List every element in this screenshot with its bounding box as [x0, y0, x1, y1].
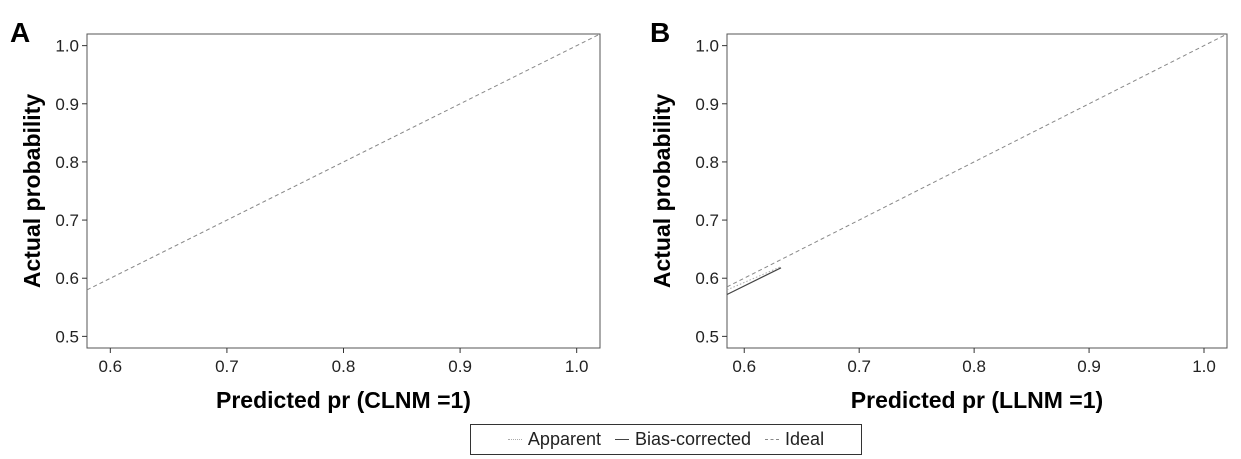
panel-a-xlabel: Predicted pr (CLNM =1)	[216, 387, 471, 413]
panel-b-xtick-label: 0.7	[847, 357, 871, 376]
panel-b-ytick-label: 0.9	[695, 95, 719, 114]
panel-b-frame	[726, 33, 1228, 349]
panel-b-label: B	[650, 17, 670, 48]
legend-item-apparent: Apparent	[507, 429, 601, 450]
panel-b-ytick-label: 0.5	[695, 327, 719, 346]
panel-a-xtick-label: 0.8	[332, 357, 356, 376]
panel-a-ytick-label: 0.9	[55, 95, 79, 114]
legend-label-bias-corrected: Bias-corrected	[634, 429, 752, 449]
panel-a-xtick-label: 0.6	[98, 357, 122, 376]
legend-swatch-apparent	[507, 439, 522, 440]
panel-a-xtick-label: 0.7	[215, 357, 239, 376]
panel-b-ytick-label: 0.7	[695, 211, 719, 230]
panel-b-xtick-label: 1.0	[1192, 357, 1216, 376]
calibration-figure: A 0.5 0.6 0.7 0.8 0.9 1.0 0.6 0.7 0.8 0.9 1.0 Actual…	[10, 17, 1228, 413]
panel-b-series-ideal	[726, 33, 1228, 288]
legend-item-ideal: Ideal	[765, 429, 824, 450]
panel-b-ytick-label: 0.6	[695, 269, 719, 288]
panel-b-ytick-label: 0.8	[695, 153, 719, 172]
panel-a-xtick-label: 1.0	[565, 357, 589, 376]
legend: Apparent Bias-corrected Ideal	[470, 424, 862, 455]
panel-a-ytick-label: 0.5	[55, 327, 79, 346]
panel-b-ytick-label: 1.0	[695, 37, 719, 56]
panel-a-ytick-label: 1.0	[55, 37, 79, 56]
panel-b-xtick-label: 0.6	[732, 357, 756, 376]
panel-a-frame	[86, 33, 601, 349]
panel-a-ylabel: Actual probability	[19, 94, 45, 288]
legend-swatch-ideal	[765, 439, 780, 440]
panel-b-xlabel: Predicted pr (LLNM =1)	[851, 387, 1103, 413]
panel-b-ylabel: Actual probability	[649, 94, 675, 288]
panel-a-xtick-label: 0.9	[448, 357, 472, 376]
legend-label-ideal: Ideal	[785, 429, 825, 449]
legend-label-apparent: Apparent	[527, 429, 601, 449]
panel-a-ytick-label: 0.7	[55, 211, 79, 230]
panel-a-ytick-label: 0.8	[55, 153, 79, 172]
panel-b-series-apparent	[726, 266, 782, 291]
panel-b-xtick-label: 0.9	[1077, 357, 1101, 376]
legend-item-bias-corrected: Bias-corrected	[614, 429, 752, 450]
panel-a-ytick-label: 0.6	[55, 269, 79, 288]
panel-b-xtick-label: 0.8	[962, 357, 986, 376]
legend-swatch-bias-corrected	[614, 439, 629, 440]
panel-a-label: A	[10, 17, 30, 48]
panel-a-series-ideal	[86, 33, 601, 291]
panel-b-series-bias-corrected	[726, 267, 782, 296]
